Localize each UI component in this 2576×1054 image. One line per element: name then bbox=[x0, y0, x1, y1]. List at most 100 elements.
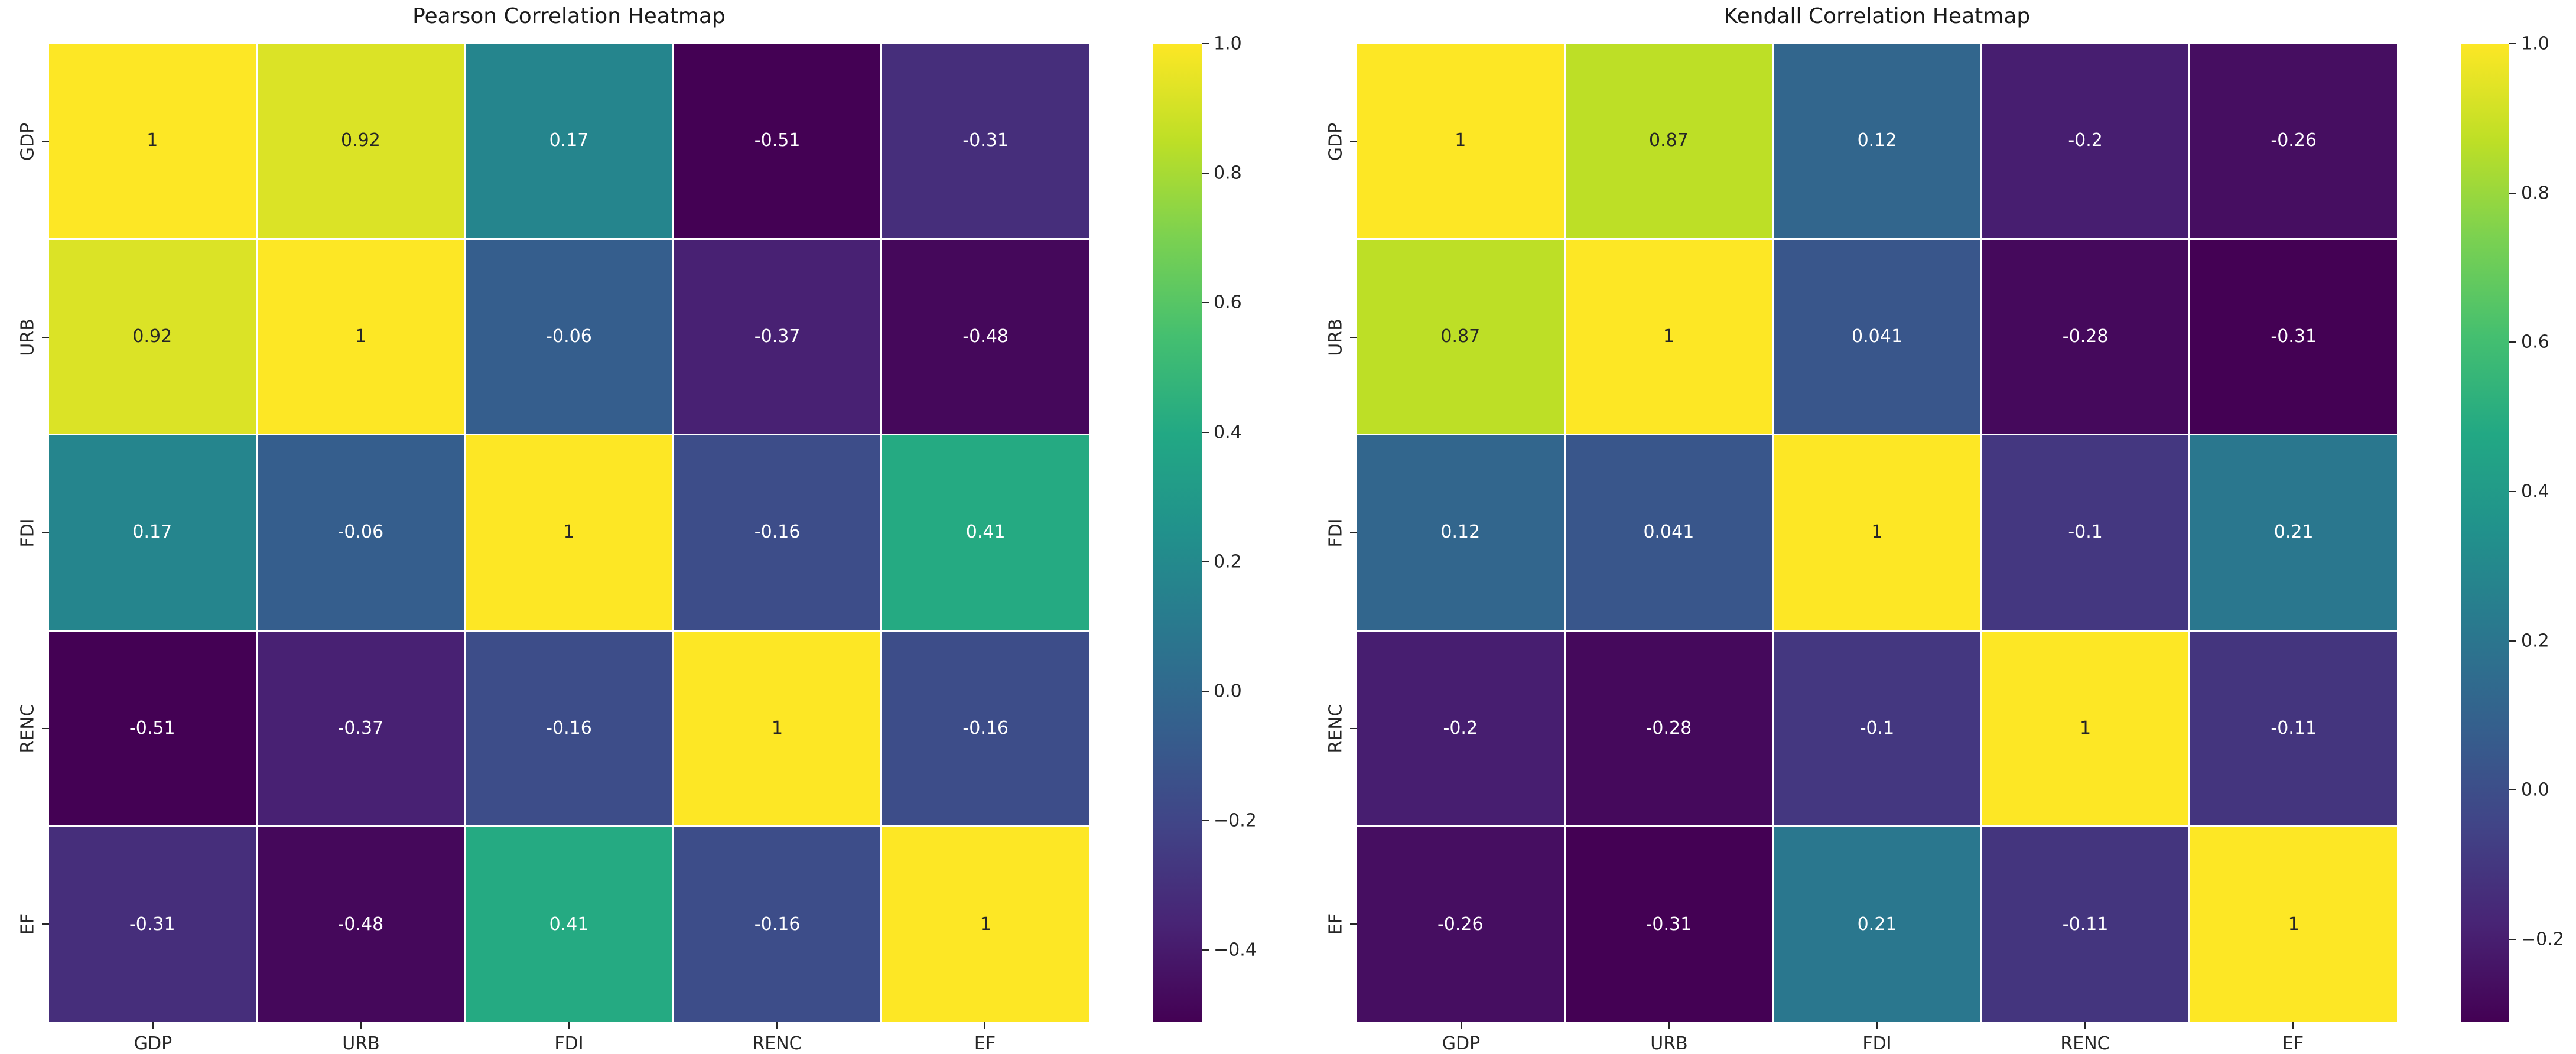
heatmap-cell: -0.37 bbox=[257, 631, 464, 826]
heatmap-cell: 0.41 bbox=[882, 435, 1089, 630]
heatmap-cell: 0.41 bbox=[466, 827, 672, 1022]
colorbar-tick-label: −0.4 bbox=[1214, 939, 1257, 961]
x-tick-mark bbox=[984, 1022, 985, 1029]
x-tick-label: FDI bbox=[1862, 1033, 1892, 1054]
heatmap-cell: 0.92 bbox=[49, 239, 256, 434]
cell-value: 1 bbox=[2080, 718, 2092, 739]
x-tick-mark bbox=[2084, 1022, 2086, 1029]
heatmap-cell: -0.16 bbox=[674, 435, 881, 630]
x-tick-label: EF bbox=[974, 1033, 996, 1054]
cell-value: -0.26 bbox=[2271, 130, 2317, 151]
pearson-title: Pearson Correlation Heatmap bbox=[412, 4, 726, 28]
cell-value: -0.48 bbox=[337, 913, 384, 935]
colorbar-tick-mark bbox=[1202, 691, 1209, 692]
cell-value: 0.12 bbox=[1857, 130, 1897, 151]
cell-value: -0.28 bbox=[2062, 326, 2109, 347]
cell-value: 1 bbox=[1663, 326, 1674, 347]
pearson-colorbar bbox=[1153, 44, 1202, 1022]
colorbar-tick-mark bbox=[2509, 43, 2516, 44]
heatmap-cell: -0.26 bbox=[2190, 44, 2397, 238]
heatmap-cell: 1 bbox=[49, 44, 256, 238]
x-tick-label: URB bbox=[342, 1033, 380, 1054]
y-tick-mark bbox=[1350, 532, 1357, 533]
cell-value: 1 bbox=[354, 326, 366, 347]
heatmap-cell: 0.21 bbox=[1774, 827, 1980, 1022]
y-tick-label: FDI bbox=[17, 518, 38, 548]
heatmap-cell: -0.16 bbox=[466, 631, 672, 826]
colorbar-tick-mark bbox=[1202, 820, 1209, 822]
colorbar-tick-label: 0.6 bbox=[2521, 331, 2549, 353]
colorbar-tick-mark bbox=[2509, 939, 2516, 941]
kendall-title: Kendall Correlation Heatmap bbox=[1723, 4, 2031, 28]
cell-value: -0.06 bbox=[546, 326, 592, 347]
heatmap-cell: -0.28 bbox=[1565, 631, 1772, 826]
colorbar-tick-label: 0.8 bbox=[2521, 183, 2549, 204]
heatmap-cell: 0.17 bbox=[49, 435, 256, 630]
cell-value: 0.87 bbox=[1440, 326, 1481, 347]
pearson-heatmap-grid: 1 0.92 0.17 -0.51 -0.31 0.92 1 -0.06 -0.37 -0.48 0… bbox=[49, 44, 1089, 1022]
x-tick-mark bbox=[2292, 1022, 2294, 1029]
y-tick-mark bbox=[42, 727, 49, 729]
heatmap-cell: 0.87 bbox=[1357, 239, 1564, 434]
heatmap-cell: -0.51 bbox=[49, 631, 256, 826]
heatmap-cell: -0.2 bbox=[1982, 44, 2189, 238]
colorbar-tick-mark bbox=[1202, 43, 1209, 44]
y-tick-label: URB bbox=[17, 318, 38, 356]
heatmap-cell: 0.12 bbox=[1774, 44, 1980, 238]
cell-value: -0.31 bbox=[2271, 326, 2317, 347]
cell-value: 0.87 bbox=[1648, 130, 1689, 151]
y-tick-label: GDP bbox=[17, 122, 38, 161]
heatmap-cell: -0.26 bbox=[1357, 827, 1564, 1022]
x-tick-label: RENC bbox=[2060, 1033, 2110, 1054]
x-tick-label: GDP bbox=[1442, 1033, 1481, 1054]
colorbar-tick-mark bbox=[1202, 431, 1209, 433]
cell-value: 0.17 bbox=[132, 522, 173, 543]
x-tick-label: RENC bbox=[752, 1033, 802, 1054]
colorbar-tick-label: 0.4 bbox=[1214, 422, 1242, 443]
cell-value: 0.21 bbox=[1857, 913, 1897, 935]
colorbar-tick-label: 0.0 bbox=[2521, 779, 2549, 801]
heatmap-cell: -0.2 bbox=[1357, 631, 1564, 826]
heatmap-cell: -0.31 bbox=[49, 827, 256, 1022]
heatmap-cell: -0.48 bbox=[257, 827, 464, 1022]
cell-value: -0.31 bbox=[129, 913, 175, 935]
cell-value: -0.31 bbox=[962, 130, 1009, 151]
y-tick-label: RENC bbox=[17, 703, 38, 753]
y-tick-mark bbox=[42, 141, 49, 142]
heatmap-cell: -0.31 bbox=[1565, 827, 1772, 1022]
cell-value: -0.16 bbox=[754, 522, 801, 543]
heatmap-cell: 0.92 bbox=[257, 44, 464, 238]
heatmap-cell: 1 bbox=[1982, 631, 2189, 826]
heatmap-cell: -0.06 bbox=[466, 239, 672, 434]
heatmap-cell: 1 bbox=[1357, 44, 1564, 238]
heatmap-cell: 1 bbox=[1774, 435, 1980, 630]
x-tick-label: GDP bbox=[134, 1033, 173, 1054]
heatmap-cell: 1 bbox=[257, 239, 464, 434]
cell-value: -0.51 bbox=[754, 130, 801, 151]
y-tick-mark bbox=[1350, 727, 1357, 729]
cell-value: 0.041 bbox=[1852, 326, 1902, 347]
heatmap-cell: -0.51 bbox=[674, 44, 881, 238]
y-tick-label: FDI bbox=[1325, 518, 1346, 548]
heatmap-cell: -0.1 bbox=[1982, 435, 2189, 630]
y-tick-mark bbox=[42, 532, 49, 533]
heatmap-cell: -0.28 bbox=[1982, 239, 2189, 434]
colorbar-tick-label: −0.2 bbox=[1214, 810, 1257, 831]
heatmap-cell: -0.11 bbox=[1982, 827, 2189, 1022]
cell-value: 0.41 bbox=[549, 913, 589, 935]
heatmap-cell: 1 bbox=[466, 435, 672, 630]
y-tick-mark bbox=[1350, 923, 1357, 925]
heatmap-cell: -0.11 bbox=[2190, 631, 2397, 826]
heatmap-cell: 1 bbox=[674, 631, 881, 826]
colorbar-tick-mark bbox=[2509, 640, 2516, 642]
x-tick-mark bbox=[152, 1022, 154, 1029]
cell-value: -0.2 bbox=[1443, 718, 1478, 739]
y-tick-label: GDP bbox=[1325, 122, 1346, 161]
cell-value: 0.41 bbox=[965, 522, 1006, 543]
y-tick-mark bbox=[1350, 336, 1357, 338]
cell-value: -0.11 bbox=[2271, 718, 2317, 739]
cell-value: -0.2 bbox=[2068, 130, 2103, 151]
heatmap-cell: 0.21 bbox=[2190, 435, 2397, 630]
heatmap-cell: -0.48 bbox=[882, 239, 1089, 434]
heatmap-cell: 0.12 bbox=[1357, 435, 1564, 630]
